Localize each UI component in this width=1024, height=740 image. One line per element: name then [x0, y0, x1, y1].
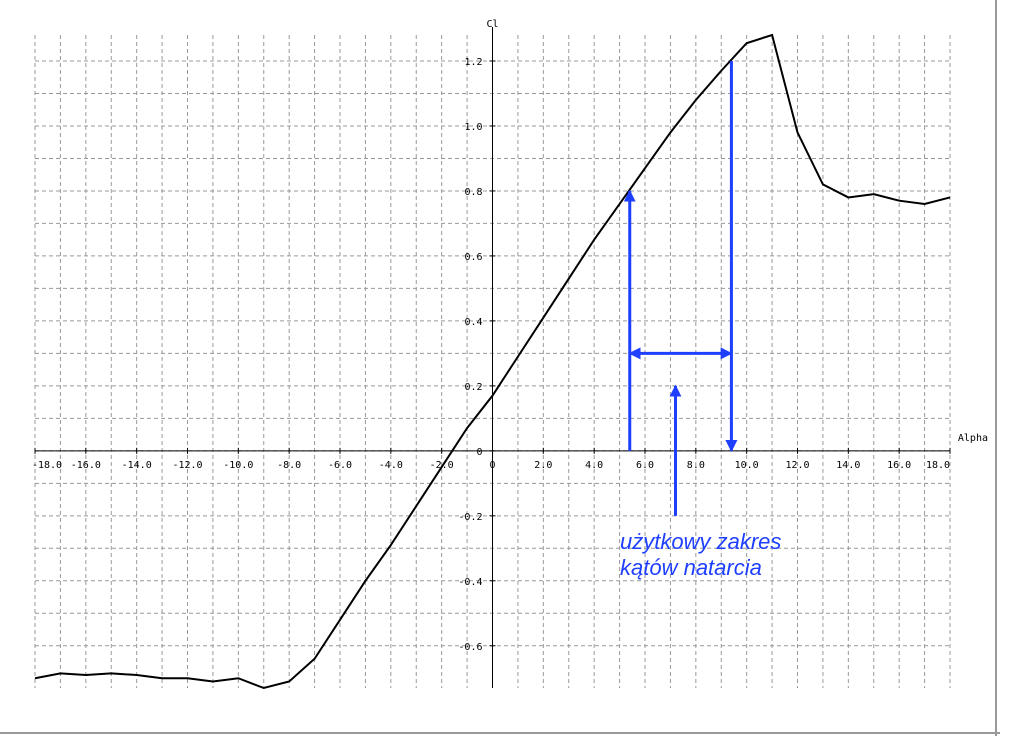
y-tick-label: 1.0 — [464, 122, 482, 133]
y-tick-label: 0 — [476, 447, 482, 458]
annotation-text: użytkowy zakres — [620, 529, 781, 554]
x-tick-label: -6.0 — [328, 460, 352, 471]
x-tick-label: 4.0 — [585, 460, 603, 471]
x-tick-label: 8.0 — [687, 460, 705, 471]
y-tick-label: 0.4 — [464, 317, 482, 328]
y-axis-label: Cl — [486, 19, 498, 30]
x-axis-label: Alpha — [958, 433, 988, 444]
x-tick-label: 16.0 — [887, 460, 911, 471]
x-tick-label: -8.0 — [277, 460, 301, 471]
y-tick-label: -0.4 — [458, 577, 482, 588]
x-tick-label: -16.0 — [71, 460, 101, 471]
x-tick-label: 6.0 — [636, 460, 654, 471]
y-tick-label: 0.8 — [464, 187, 482, 198]
y-tick-label: -0.2 — [458, 512, 482, 523]
y-tick-label: -0.6 — [458, 642, 482, 653]
x-tick-label: -12.0 — [172, 460, 202, 471]
x-tick-label: -10.0 — [223, 460, 253, 471]
x-tick-label: -18.0 — [32, 460, 62, 471]
series-line — [34, 33, 951, 690]
y-tick-label: 0.6 — [464, 252, 482, 263]
x-tick-label: 18.0 — [926, 460, 950, 471]
x-tick-label: 14.0 — [836, 460, 860, 471]
x-tick-label: -14.0 — [122, 460, 152, 471]
x-tick-label: 10.0 — [735, 460, 759, 471]
x-tick-label: 12.0 — [785, 460, 809, 471]
x-tick-label: 2.0 — [534, 460, 552, 471]
y-tick-label: 0.2 — [464, 382, 482, 393]
plot: -18.0 -16.0 -14.0 -12.0 -10.0 -8.0 -6.0 -4.0 -2.… — [32, 19, 988, 690]
annotation-text: kątów natarcia — [620, 555, 762, 580]
y-tick-label: 1.2 — [464, 57, 482, 68]
x-tick-label: -4.0 — [379, 460, 403, 471]
